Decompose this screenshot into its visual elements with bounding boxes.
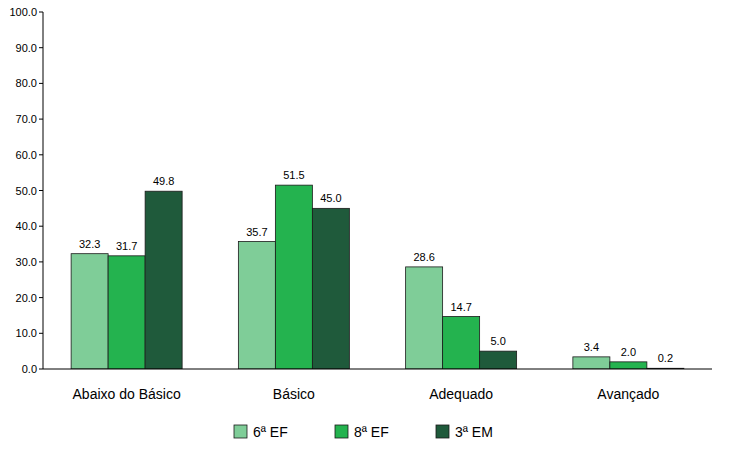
x-axis	[43, 369, 712, 370]
y-tick-label: 0.0	[22, 363, 37, 375]
data-label: 35.7	[246, 226, 267, 238]
data-label: 0.2	[658, 352, 673, 364]
data-label: 14.7	[450, 301, 471, 313]
data-label: 49.8	[153, 175, 174, 187]
data-label: 28.6	[413, 251, 434, 263]
y-tick	[39, 154, 43, 155]
legend-label: 6ª EF	[253, 424, 288, 440]
y-axis	[43, 12, 44, 369]
data-label: 45.0	[320, 192, 341, 204]
legend-swatch	[335, 425, 348, 438]
y-tick	[39, 297, 43, 298]
bars	[71, 185, 684, 369]
y-tick	[39, 369, 43, 370]
data-label: 32.3	[79, 238, 100, 250]
bar	[312, 208, 349, 369]
y-tick-label: 70.0	[16, 113, 37, 125]
data-label: 2.0	[621, 346, 636, 358]
y-tick	[39, 83, 43, 84]
y-tick	[39, 12, 43, 13]
y-tick	[39, 333, 43, 334]
legend-swatch	[436, 425, 449, 438]
data-label: 5.0	[490, 335, 505, 347]
y-tick-label: 90.0	[16, 42, 37, 54]
bar	[71, 254, 108, 369]
chart: 0.0 10.0 20.0 30.0 40.0 50.0 60.0 70.0 80.0 90.0 1…	[0, 0, 747, 452]
data-label: 3.4	[584, 341, 599, 353]
category-label: Básico	[273, 386, 315, 402]
y-tick	[39, 261, 43, 262]
legend-swatch	[234, 425, 247, 438]
y-tick-label: 50.0	[16, 185, 37, 197]
bar	[108, 256, 145, 369]
category-label: Adequado	[429, 386, 493, 402]
y-tick	[39, 226, 43, 227]
data-label: 31.7	[116, 240, 137, 252]
legend: 6ª EF 8ª EF 3ª EM	[234, 424, 493, 440]
bar	[573, 357, 610, 369]
legend-label: 3ª EM	[455, 424, 493, 440]
legend-label: 8ª EF	[354, 424, 389, 440]
y-tick-label: 20.0	[16, 292, 37, 304]
bar	[275, 185, 312, 369]
y-tick-label: 10.0	[16, 327, 37, 339]
bar	[443, 317, 480, 369]
y-tick	[39, 47, 43, 48]
bar	[145, 191, 182, 369]
bar	[406, 267, 443, 369]
y-tick-label: 80.0	[16, 77, 37, 89]
bar	[480, 351, 517, 369]
bar	[238, 242, 275, 369]
y-tick	[39, 190, 43, 191]
bar	[610, 362, 647, 369]
y-tick-label: 60.0	[16, 149, 37, 161]
y-tick	[39, 119, 43, 120]
y-tick-label: 100.0	[9, 6, 37, 18]
category-label: Abaixo do Básico	[73, 386, 181, 402]
data-labels: 32.3 31.7 49.8 35.7 51.5 45.0 28.6 14.7 5.0 3.4 2.…	[79, 169, 673, 364]
data-label: 51.5	[283, 169, 304, 181]
category-label: Avançado	[597, 386, 659, 402]
y-tick-label: 40.0	[16, 220, 37, 232]
y-tick-label: 30.0	[16, 256, 37, 268]
